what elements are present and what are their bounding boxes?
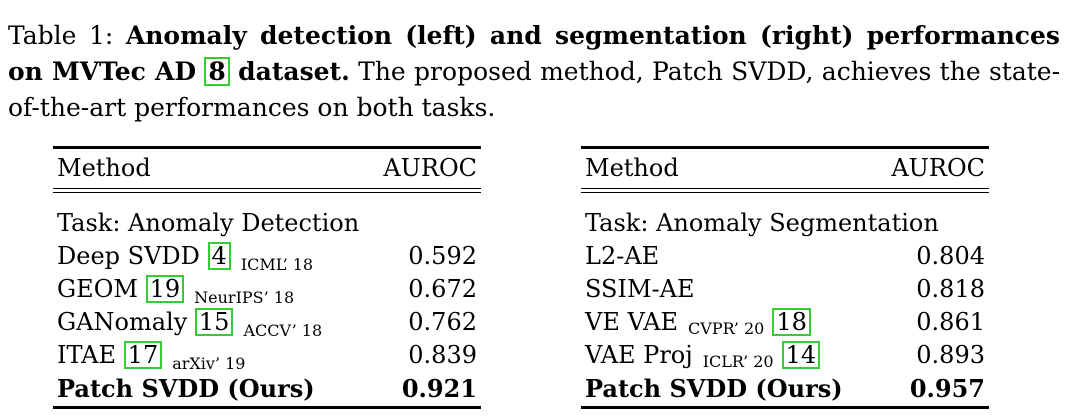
- auroc-value: 0.592: [408, 242, 477, 270]
- method-name: VE VAE: [585, 308, 679, 336]
- auroc-value: 0.762: [408, 308, 477, 336]
- caption-bold-text-end: dataset.: [238, 57, 350, 86]
- method-citation[interactable]: 19: [145, 275, 185, 303]
- caption-label: Table 1:: [8, 21, 114, 50]
- header-rule-second: [53, 192, 481, 193]
- auroc-value: 0.672: [408, 275, 477, 303]
- auroc-value: 0.839: [408, 341, 477, 369]
- table-row: VE VAE CVPR’ 20 18 0.861: [581, 306, 989, 339]
- method-venue: NeurIPS’ 18: [194, 288, 295, 307]
- auroc-value: 0.893: [916, 341, 985, 369]
- table-top-rule: [581, 146, 989, 149]
- task-row: Task: Anomaly Detection: [53, 207, 481, 240]
- method-name: L2-AE: [585, 242, 660, 270]
- method-name: GEOM: [57, 275, 138, 303]
- table-caption: Table 1: Anomaly detection (left) and se…: [8, 18, 1060, 126]
- ours-auroc-value: 0.921: [401, 374, 477, 403]
- method-venue: ICLR’ 20: [702, 352, 774, 371]
- task-label: Task: Anomaly Detection: [57, 209, 360, 237]
- table-header-row: Method AUROC: [53, 151, 481, 185]
- method-citation[interactable]: 14: [781, 341, 821, 369]
- detection-table: Method AUROC Task: Anomaly Detection Dee…: [53, 146, 481, 409]
- auroc-value: 0.818: [916, 275, 985, 303]
- table-row: SSIM-AE 0.818: [581, 273, 989, 306]
- ours-row: Patch SVDD (Ours) 0.957: [581, 372, 989, 405]
- task-row: Task: Anomaly Segmentation: [581, 207, 989, 240]
- method-venue: ICML’ 18: [240, 255, 314, 274]
- method-name: SSIM-AE: [585, 275, 695, 303]
- method-citation[interactable]: 17: [123, 341, 163, 369]
- method-citation[interactable]: 18: [772, 308, 811, 336]
- header-rule: [53, 188, 481, 189]
- auroc-value: 0.861: [916, 308, 985, 336]
- segmentation-table: Method AUROC Task: Anomaly Segmentation …: [581, 146, 989, 409]
- header-metric: AUROC: [383, 154, 477, 182]
- table-top-rule: [53, 146, 481, 149]
- table-header-row: Method AUROC: [581, 151, 989, 185]
- table-bottom-rule: [53, 406, 481, 409]
- caption-rest: The proposed method, Patch SVDD, achieve…: [8, 57, 1061, 122]
- method-citation[interactable]: 4: [207, 242, 231, 270]
- method-name: ITAE: [57, 341, 117, 369]
- task-label: Task: Anomaly Segmentation: [585, 209, 939, 237]
- table-row: VAE Proj ICLR’ 20 14 0.893: [581, 339, 989, 372]
- table-row: ITAE 17 arXiv’ 19 0.839: [53, 339, 481, 373]
- caption-bold-text: Anomaly detection (left) and segmentatio…: [8, 21, 1060, 86]
- method-venue: CVPR’ 20: [688, 319, 765, 338]
- ours-auroc-value: 0.957: [909, 374, 985, 403]
- header-metric: AUROC: [891, 154, 985, 182]
- ours-method-name: Patch SVDD (Ours): [585, 374, 843, 403]
- method-name: VAE Proj: [585, 341, 693, 369]
- method-citation[interactable]: 15: [194, 308, 234, 336]
- header-rule-second: [581, 192, 989, 193]
- caption-citation[interactable]: 8: [204, 57, 230, 86]
- ours-row: Patch SVDD (Ours) 0.921: [53, 372, 481, 405]
- method-venue: ACCV’ 18: [243, 321, 323, 340]
- header-method: Method: [57, 154, 151, 182]
- table-row: GEOM 19 NeurIPS’ 18 0.672: [53, 273, 481, 307]
- table-bottom-rule: [581, 406, 989, 409]
- auroc-value: 0.804: [916, 242, 985, 270]
- header-method: Method: [585, 154, 679, 182]
- header-rule: [581, 188, 989, 189]
- method-venue: arXiv’ 19: [172, 354, 246, 373]
- table-row: Deep SVDD 4 ICML’ 18 0.592: [53, 240, 481, 274]
- method-name: Deep SVDD: [57, 242, 200, 270]
- method-name: GANomaly: [57, 308, 188, 336]
- table-row: GANomaly 15 ACCV’ 18 0.762: [53, 306, 481, 340]
- ours-method-name: Patch SVDD (Ours): [57, 374, 315, 403]
- table-row: L2-AE 0.804: [581, 240, 989, 273]
